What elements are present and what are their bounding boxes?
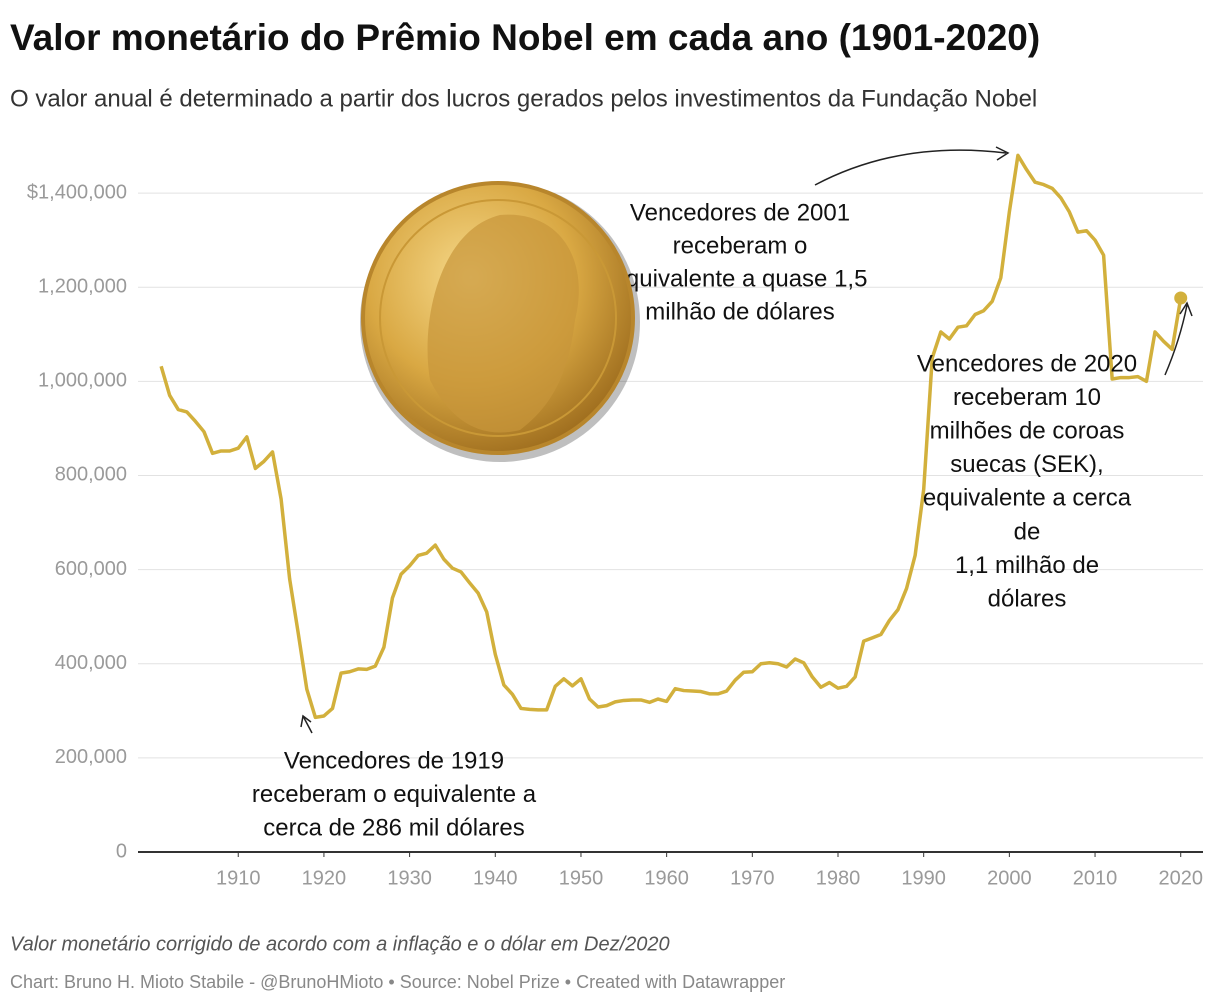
x-tick-label: 1950 — [559, 867, 604, 889]
arrows — [300, 146, 1193, 734]
annotation: receberam o equivalente a — [252, 781, 537, 808]
y-tick-label: 1,000,000 — [38, 370, 127, 392]
credit: Chart: Bruno H. Mioto Stabile - @BrunoHM… — [10, 972, 785, 992]
x-tick-label: 1970 — [730, 867, 775, 889]
medal — [360, 181, 640, 462]
end-dot — [1174, 291, 1188, 305]
x-tick-label: 1980 — [816, 867, 861, 889]
annotations: Vencedores de 2001 receberam o equivalente… — [252, 199, 1137, 841]
annotation: dólares — [988, 586, 1067, 613]
annotation: equivalente a cerca — [923, 485, 1132, 512]
annotation: milhão de dólares — [645, 298, 834, 325]
x-tick-label: 2020 — [1158, 867, 1203, 889]
plot: 0 200,000 400,000 600,000 800,000 1,000,000 1,… — [27, 153, 1203, 889]
x-tick-label: 1960 — [644, 867, 689, 889]
annotation: suecas (SEK), — [950, 451, 1103, 478]
x-tick-label: 1940 — [473, 867, 518, 889]
y-tick-label: $1,400,000 — [27, 181, 127, 203]
annotation: Vencedores de 2020 — [917, 350, 1137, 377]
annotation: equivalente a quase 1,5 — [613, 265, 868, 292]
annotation: de — [1014, 518, 1041, 545]
annotation: Vencedores de 2001 — [630, 199, 850, 226]
chart-title: Valor monetário do Prêmio Nobel em cada … — [10, 17, 1040, 58]
x-tick-label: 2010 — [1073, 867, 1118, 889]
x-tick-label: 1990 — [901, 867, 946, 889]
y-tick-label: 400,000 — [55, 652, 127, 674]
annotation: milhões de coroas — [930, 418, 1125, 445]
chart-subtitle: O valor anual é determinado a partir dos… — [10, 85, 1037, 112]
annotation: Vencedores de 1919 — [284, 747, 504, 774]
x-tick-label: 1930 — [387, 867, 432, 889]
note: Valor monetário corrigido de acordo com … — [10, 933, 670, 955]
annotation: receberam o — [673, 232, 808, 259]
y-tick-label: 600,000 — [55, 558, 127, 580]
annotation: 1,1 milhão de — [955, 552, 1099, 579]
annotation: receberam 10 — [953, 384, 1101, 411]
y-tick-label: 1,200,000 — [38, 275, 127, 297]
y-tick-label: 800,000 — [55, 464, 127, 486]
x-tick-label: 2000 — [987, 867, 1032, 889]
y-tick-label: 0 — [116, 840, 127, 862]
x-tick-label: 1920 — [302, 867, 347, 889]
x-tick-label: 1910 — [216, 867, 261, 889]
line — [159, 153, 1183, 720]
annotation: cerca de 286 mil dólares — [263, 814, 524, 841]
y-tick-label: 200,000 — [55, 746, 127, 768]
